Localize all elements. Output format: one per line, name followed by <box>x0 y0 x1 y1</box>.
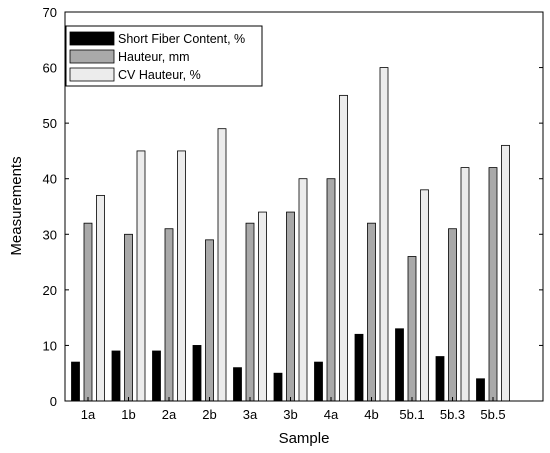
y-tick-label: 60 <box>43 61 57 76</box>
x-tick-label: 5b.1 <box>399 407 424 422</box>
x-axis-label: Sample <box>279 430 330 447</box>
legend-swatch-short-fiber <box>69 31 115 46</box>
y-tick-label: 10 <box>43 338 57 353</box>
legend-label-hauteur: Hauteur, mm <box>118 50 190 64</box>
bar-short-fiber-1b <box>111 350 121 402</box>
bar-short-fiber-2b <box>192 345 202 402</box>
bar-hauteur-4a <box>326 178 336 402</box>
bar-hauteur-3a <box>245 222 255 402</box>
y-tick-label: 20 <box>43 283 57 298</box>
bar-cv-hauteur-4a <box>339 94 348 402</box>
bar-short-fiber-2a <box>152 350 161 402</box>
bar-cv-hauteur-5b-3 <box>460 167 470 402</box>
y-axis-label: Measurements <box>8 156 25 255</box>
bar-hauteur-4b <box>367 222 376 402</box>
x-tick-label: 4a <box>324 407 339 422</box>
x-tick-label: 1b <box>121 407 135 422</box>
y-tick-label: 70 <box>43 5 57 20</box>
bar-short-fiber-3a <box>233 367 242 402</box>
bar-cv-hauteur-4b <box>379 67 389 402</box>
ticks-layer: 1a 1b 2a 2b 3a 3b 4a 4b 5b.1 5b.3 5b.5 0 10 20 30 40 50 6… <box>43 5 543 422</box>
y-tick-label: 40 <box>43 172 57 187</box>
bar-cv-hauteur-3b <box>298 178 308 402</box>
bar-cv-hauteur-2b <box>217 128 227 402</box>
legend-swatch-hauteur <box>69 49 115 64</box>
bar-hauteur-1b <box>124 233 133 402</box>
bar-short-fiber-5b-1 <box>395 328 404 402</box>
bar-cv-hauteur-2a <box>177 150 186 402</box>
bar-short-fiber-5b-5 <box>476 378 485 402</box>
y-tick-label: 50 <box>43 116 57 131</box>
bar-hauteur-5b-5 <box>488 167 498 402</box>
x-tick-label: 5b.3 <box>440 407 465 422</box>
x-tick-label: 4b <box>364 407 378 422</box>
legend-swatch-cv-hauteur <box>69 67 115 82</box>
x-tick-label: 3a <box>243 407 258 422</box>
bar-cv-hauteur-1a <box>96 194 105 402</box>
x-tick-label: 2b <box>202 407 216 422</box>
bar-short-fiber-5b-3 <box>435 356 445 402</box>
bar-hauteur-1a <box>83 222 93 402</box>
bar-hauteur-5b-3 <box>448 228 457 402</box>
plot-frame <box>64 11 544 402</box>
y-tick-label: 30 <box>43 227 57 242</box>
bar-hauteur-2a <box>164 228 174 402</box>
y-tick-label: 0 <box>50 394 57 409</box>
bar-cv-hauteur-5b-1 <box>420 189 429 402</box>
bar-cv-hauteur-5b-5 <box>501 144 510 402</box>
legend-label-short-fiber: Short Fiber Content, % <box>118 32 245 46</box>
bar-cv-hauteur-3a <box>258 211 267 402</box>
bar-hauteur-3b <box>286 211 295 402</box>
legend: Short Fiber Content, % Hauteur, mm CV Ha… <box>65 25 263 87</box>
x-tick-label: 5b.5 <box>480 407 505 422</box>
bar-short-fiber-4a <box>314 361 323 402</box>
x-tick-label: 1a <box>81 407 96 422</box>
bar-short-fiber-1a <box>71 361 80 402</box>
bar-cv-hauteur-1b <box>136 150 146 402</box>
legend-label-cv-hauteur: CV Hauteur, % <box>118 68 201 82</box>
bar-short-fiber-4b <box>354 333 364 402</box>
bar-hauteur-2b <box>205 239 214 402</box>
bar-short-fiber-3b <box>273 372 283 402</box>
x-tick-label: 2a <box>162 407 177 422</box>
x-tick-label: 3b <box>283 407 297 422</box>
bar-hauteur-5b-1 <box>407 256 417 402</box>
